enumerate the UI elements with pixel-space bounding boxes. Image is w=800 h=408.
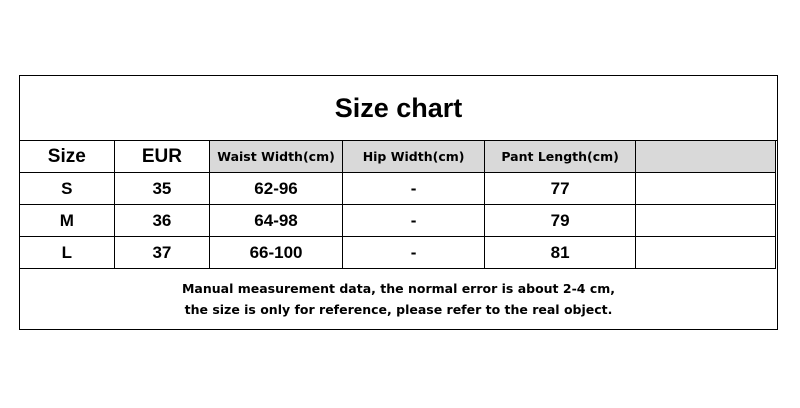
cell-eur: 37	[113, 236, 211, 269]
cell-eur: 36	[113, 204, 211, 237]
cell-size: L	[19, 236, 115, 269]
cell-hip: -	[341, 172, 486, 205]
header-eur: EUR	[113, 140, 211, 173]
cell-waist: 64-98	[209, 204, 343, 237]
footer-note: Manual measurement data, the normal erro…	[20, 268, 777, 330]
header-hip: Hip Width(cm)	[341, 140, 486, 173]
cell-length: 77	[484, 172, 636, 205]
cell-length: 79	[484, 204, 636, 237]
cell-length: 81	[484, 236, 636, 269]
cell-waist: 66-100	[209, 236, 343, 269]
footer-line-1: Manual measurement data, the normal erro…	[181, 281, 616, 296]
size-table: Size EUR Waist Width(cm) Hip Width(cm) P…	[19, 140, 777, 269]
cell-eur: 35	[113, 172, 211, 205]
footer-line-2: the size is only for reference, please r…	[184, 302, 613, 317]
cell-hip: -	[341, 204, 486, 237]
table-row: S 35 62-96 - 77	[19, 172, 777, 205]
cell-size: M	[19, 204, 115, 237]
size-chart: Size chart Size EUR Waist Width(cm) Hip …	[19, 75, 778, 330]
header-size: Size	[19, 140, 115, 173]
cell-empty	[634, 236, 777, 269]
cell-waist: 62-96	[209, 172, 343, 205]
header-length: Pant Length(cm)	[484, 140, 636, 173]
table-row: L 37 66-100 - 81	[19, 236, 777, 269]
cell-empty	[634, 204, 777, 237]
header-row: Size EUR Waist Width(cm) Hip Width(cm) P…	[19, 140, 777, 173]
cell-empty	[634, 172, 777, 205]
header-waist: Waist Width(cm)	[209, 140, 343, 173]
cell-size: S	[19, 172, 115, 205]
table-row: M 36 64-98 - 79	[19, 204, 777, 237]
header-empty	[634, 140, 777, 173]
chart-title: Size chart	[20, 76, 777, 141]
cell-hip: -	[341, 236, 486, 269]
